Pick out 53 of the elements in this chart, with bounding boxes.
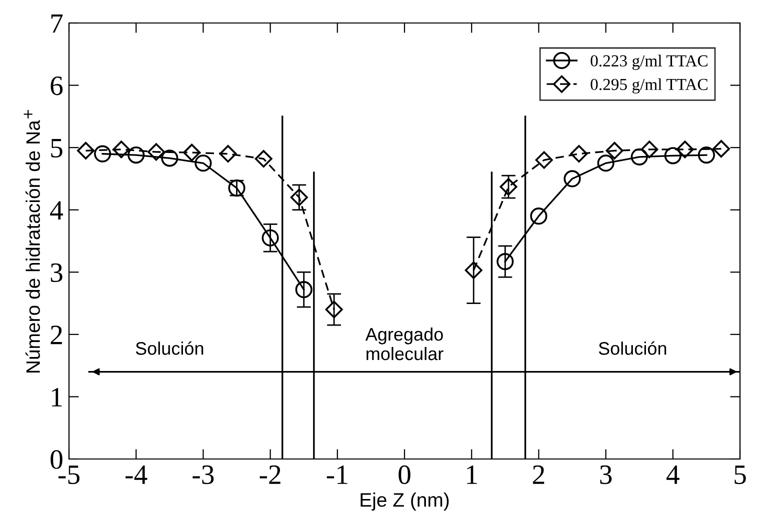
point [112, 140, 130, 158]
point [325, 300, 343, 318]
point [500, 178, 518, 196]
point [570, 145, 588, 163]
point [464, 262, 482, 280]
x-tick-label: -3 [192, 465, 214, 484]
y-tick-label: 1 [52, 388, 62, 406]
x-tick-label: 5 [734, 466, 746, 484]
point [530, 208, 548, 225]
legend-label: 0.223 g/ml TTAC [590, 54, 708, 70]
x-tick-label: -2 [260, 465, 280, 484]
point [77, 142, 95, 160]
point [698, 146, 715, 164]
x-tick-label: 0 [398, 465, 410, 484]
point [94, 145, 112, 162]
point [564, 170, 581, 188]
point [194, 154, 212, 172]
y-tick-label: 7 [51, 14, 63, 33]
point [219, 145, 237, 163]
point [676, 140, 694, 158]
point [606, 142, 624, 160]
x-tick-label: 2 [532, 465, 544, 484]
point [630, 148, 648, 166]
point [640, 140, 658, 158]
point [161, 150, 178, 167]
x-tick-label: -4 [126, 466, 148, 484]
legend-label: 0.295 g/ml TTAC [590, 78, 708, 94]
y-axis-title: Número de hidratación de Na$^{+}$ [24, 110, 40, 372]
y-tick-label: 2 [50, 326, 62, 344]
point [254, 150, 272, 168]
y-tick-label: 3 [50, 263, 62, 282]
point [496, 253, 514, 270]
point [597, 154, 614, 172]
point [128, 146, 145, 164]
x-tick-label: 3 [600, 465, 612, 484]
point [290, 188, 308, 206]
point [147, 143, 165, 161]
point [183, 144, 201, 162]
point [535, 151, 553, 169]
point [712, 140, 730, 158]
y-tick-label: 4 [50, 201, 64, 220]
annotation: Solución [598, 341, 666, 355]
y-tick-label: 6 [50, 76, 63, 96]
annotation: Agregado molecular [365, 328, 444, 360]
x-tick-label: 1 [467, 465, 477, 484]
y-tick-label: 5 [51, 139, 62, 158]
point [262, 229, 279, 246]
x-tick-label: -1 [326, 465, 348, 484]
point [664, 147, 682, 164]
x-tick-label: 4 [666, 466, 680, 484]
annotation: Solución [136, 341, 204, 355]
x-axis-title: Eje Z (nm) [360, 492, 449, 511]
point [295, 281, 312, 298]
